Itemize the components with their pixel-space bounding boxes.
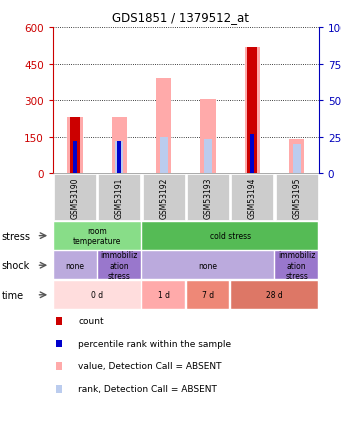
Bar (117, 141, 121, 174)
Text: GSM53193: GSM53193 (204, 177, 212, 218)
Bar (67, 118, 83, 174)
Bar (112, 118, 127, 174)
Text: immobiliz
ation
stress: immobiliz ation stress (278, 251, 315, 280)
Bar (289, 140, 305, 174)
Bar (248, 135, 256, 174)
Text: none: none (65, 261, 85, 270)
Text: 1 d: 1 d (158, 291, 170, 299)
Text: GSM53191: GSM53191 (115, 177, 124, 218)
Text: GSM53194: GSM53194 (248, 177, 257, 218)
Text: 7 d: 7 d (202, 291, 214, 299)
Text: room
temperature: room temperature (73, 227, 121, 246)
Bar (293, 145, 301, 174)
Bar (250, 135, 254, 174)
Text: 28 d: 28 d (266, 291, 283, 299)
Text: time: time (2, 290, 24, 300)
Text: value, Detection Call = ABSENT: value, Detection Call = ABSENT (78, 362, 222, 370)
Text: none: none (198, 261, 218, 270)
Text: immobiliz
ation
stress: immobiliz ation stress (101, 251, 138, 280)
Text: percentile rank within the sample: percentile rank within the sample (78, 339, 232, 348)
Bar (248, 48, 257, 174)
Bar (204, 140, 212, 174)
Bar (115, 141, 123, 174)
Text: GSM53192: GSM53192 (159, 177, 168, 218)
Text: stress: stress (2, 231, 31, 241)
Text: GSM53190: GSM53190 (71, 177, 79, 218)
Text: count: count (78, 316, 104, 325)
Bar (71, 141, 79, 174)
Text: 0 d: 0 d (91, 291, 103, 299)
Text: GDS1851 / 1379512_at: GDS1851 / 1379512_at (112, 11, 249, 24)
Bar (160, 137, 168, 174)
Bar (70, 118, 80, 174)
Text: shock: shock (2, 261, 30, 270)
Bar (200, 100, 216, 174)
Bar (73, 141, 77, 174)
Text: rank, Detection Call = ABSENT: rank, Detection Call = ABSENT (78, 384, 217, 393)
Text: cold stress: cold stress (210, 232, 251, 240)
Bar (156, 79, 172, 174)
Text: GSM53195: GSM53195 (292, 177, 301, 218)
Bar (244, 48, 260, 174)
